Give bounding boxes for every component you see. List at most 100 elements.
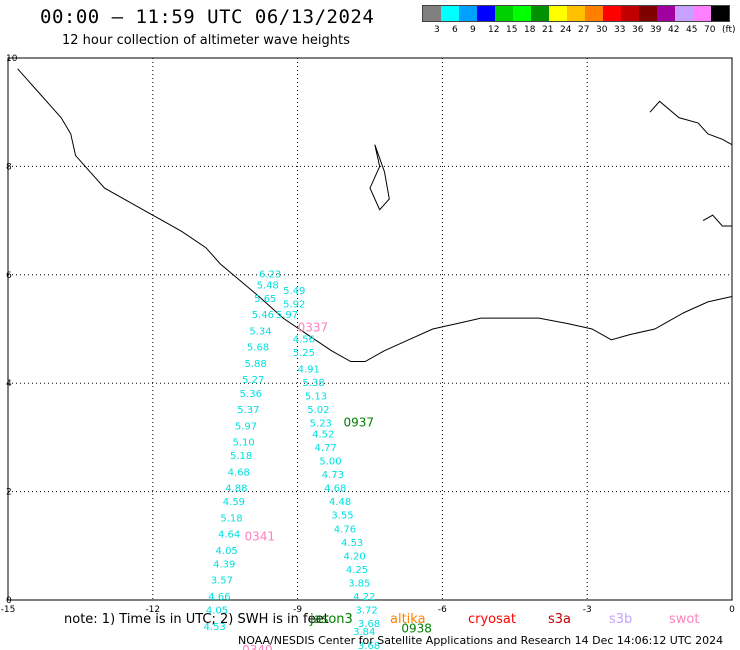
wave-height-label: 5.10 [232, 438, 254, 449]
legend-swatch [495, 6, 513, 21]
x-tick-label: -15 [1, 605, 16, 615]
satellite-s3a: s3a [548, 612, 572, 627]
wave-height-label: 3.84 [353, 627, 375, 638]
legend-color-bar [422, 5, 730, 22]
wave-height-label: 4.91 [298, 364, 320, 375]
y-tick-label: 6 [6, 271, 12, 281]
wave-height-label: 5.34 [249, 326, 271, 337]
wave-height-label: 4.53 [341, 538, 363, 549]
legend-label: 70 [704, 25, 716, 35]
map-frame [7, 57, 733, 601]
x-tick-label: -9 [293, 605, 302, 615]
note-text: note: 1) Time is in UTC; 2) SWH is in fe… [64, 612, 329, 627]
pass-time-label: 0937 [343, 416, 374, 430]
legend-swatch [441, 6, 459, 21]
wave-height-label: 5.88 [245, 359, 267, 370]
pass-time-label: 0938 [401, 622, 432, 636]
legend-label: 30 [596, 25, 608, 35]
satellite-legend: jason3 altika cryosat s3a s3b swot [0, 612, 740, 630]
legend-label: 33 [614, 25, 626, 35]
legend-swatch [657, 6, 675, 21]
y-tick-label: 2 [6, 488, 12, 498]
satellite-swot: swot [669, 612, 700, 627]
wave-height-label: 5.97 [235, 421, 257, 432]
wave-height-label: 3.57 [211, 576, 233, 587]
wave-height-label: 5.27 [242, 375, 264, 386]
river-outline [702, 214, 732, 227]
map-subtitle: 12 hour collection of altimeter wave hei… [62, 33, 350, 48]
color-legend: 3 6 9 12 15 18 21 24 27 30 33 36 39 42 45 70 (ft) [422, 5, 736, 35]
wave-height-label: 4.05 [206, 606, 228, 617]
wave-height-label: 4.25 [346, 565, 368, 576]
legend-swatch [585, 6, 603, 21]
legend-label: 3 [434, 25, 440, 35]
legend-label: 18 [524, 25, 536, 35]
y-tick-label: 0 [6, 596, 12, 606]
wave-height-label: 5.02 [307, 405, 329, 416]
wave-height-label: 5.13 [305, 391, 327, 402]
legend-swatch [567, 6, 585, 21]
wave-height-label: 4.53 [203, 622, 225, 633]
wave-height-label: 4.52 [312, 429, 334, 440]
pass-time-label: 0340 [242, 643, 273, 650]
wave-height-label: 4.73 [322, 470, 344, 481]
legend-unit: (ft) [722, 25, 736, 35]
wave-height-label: 3.68 [358, 641, 380, 650]
legend-label: 36 [632, 25, 644, 35]
legend-swatch [531, 6, 549, 21]
legend-swatch [603, 6, 621, 21]
legend-swatch [549, 6, 567, 21]
wave-height-label: 4.48 [329, 497, 351, 508]
wave-height-label: 3.55 [331, 511, 353, 522]
legend-swatch [477, 6, 495, 21]
y-tick-label: 8 [6, 162, 12, 172]
legend-swatch [459, 6, 477, 21]
x-tick-label: -3 [583, 605, 592, 615]
pass-time-label: 0337 [298, 321, 329, 335]
legend-label: 42 [668, 25, 680, 35]
wave-height-label: 5.18 [230, 451, 252, 462]
wave-height-label: 4.22 [353, 592, 375, 603]
wave-height-label: 5.38 [302, 378, 324, 389]
legend-swatch [693, 6, 711, 21]
legend-swatch [423, 6, 441, 21]
legend-swatch [639, 6, 657, 21]
river-outline [649, 100, 733, 146]
wave-height-label: 5.92 [283, 299, 305, 310]
wave-height-label: 5.18 [220, 513, 242, 524]
wave-height-label: 4.68 [228, 467, 250, 478]
wave-height-label: 5.37 [237, 405, 259, 416]
wave-height-label: 4.39 [213, 559, 235, 570]
wave-height-label: 4.56 [293, 335, 315, 346]
pass-time-label: 0939 [406, 649, 437, 650]
wave-height-label: 4.88 [225, 484, 247, 495]
satellite-jason3: jason3 [310, 612, 353, 627]
wave-height-label: 4.59 [223, 497, 245, 508]
legend-label: 9 [470, 25, 476, 35]
wave-height-label: 4.05 [216, 546, 238, 557]
lake-outline [369, 144, 390, 211]
wave-height-label: 5.25 [293, 348, 315, 359]
legend-swatch [711, 6, 729, 21]
wave-height-label: 4.20 [343, 551, 365, 562]
x-tick-label: 0 [729, 605, 735, 615]
wave-height-label: 4.77 [314, 443, 336, 454]
wave-height-label: 5.97 [276, 310, 298, 321]
satellite-s3b: s3b [609, 612, 633, 627]
map-title: 00:00 – 11:59 UTC 06/13/2024 [40, 6, 375, 28]
legend-label: 45 [686, 25, 698, 35]
legend-label: 39 [650, 25, 662, 35]
satellite-cryosat: cryosat [468, 612, 516, 627]
legend-swatch [621, 6, 639, 21]
pass-time-label: 0341 [245, 529, 276, 543]
wave-height-label: 3.68 [358, 619, 380, 630]
legend-swatch [513, 6, 531, 21]
wave-height-label: 3.72 [356, 606, 378, 617]
legend-label: 12 [488, 25, 500, 35]
wave-height-label: 3.85 [348, 578, 370, 589]
wave-height-label: 5.68 [247, 343, 269, 354]
wave-height-label: 5.65 [254, 294, 276, 305]
wave-height-label: 4.64 [218, 530, 240, 541]
footer-credit: NOAA/NESDIS Center for Satellite Applica… [238, 634, 724, 647]
